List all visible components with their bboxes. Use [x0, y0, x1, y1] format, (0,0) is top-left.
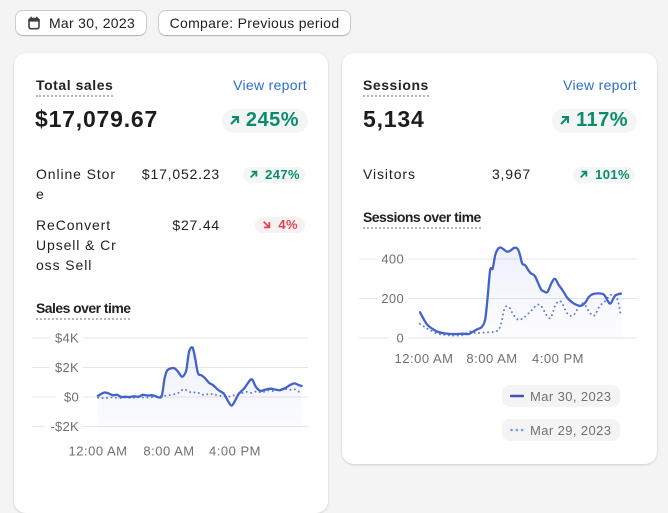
svg-text:12:00 AM: 12:00 AM — [395, 351, 454, 366]
svg-text:400: 400 — [381, 252, 404, 267]
svg-text:12:00 AM: 12:00 AM — [69, 444, 128, 459]
svg-text:0: 0 — [396, 331, 404, 346]
svg-text:8:00 AM: 8:00 AM — [143, 444, 194, 459]
svg-text:$0: $0 — [64, 390, 79, 405]
svg-text:$2K: $2K — [55, 360, 79, 375]
svg-text:4:00 PM: 4:00 PM — [209, 444, 261, 459]
svg-text:-$2K: -$2K — [50, 419, 79, 434]
svg-text:4:00 PM: 4:00 PM — [532, 351, 584, 366]
svg-text:$4K: $4K — [55, 331, 79, 346]
svg-text:200: 200 — [381, 291, 404, 306]
svg-text:8:00 AM: 8:00 AM — [466, 351, 517, 366]
